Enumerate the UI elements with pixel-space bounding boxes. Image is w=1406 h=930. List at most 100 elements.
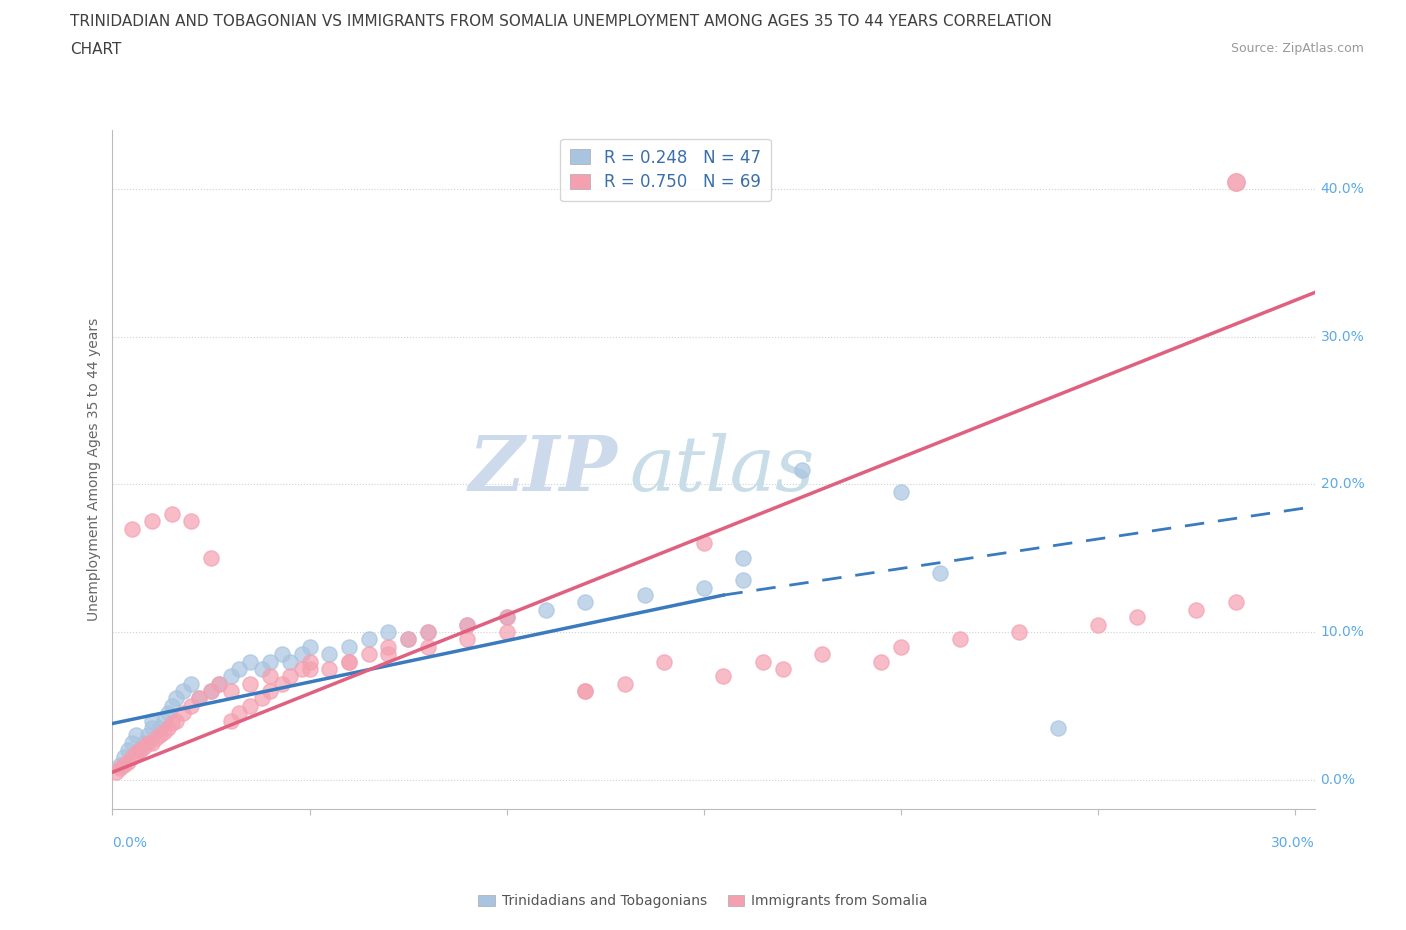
Text: Source: ZipAtlas.com: Source: ZipAtlas.com (1230, 42, 1364, 55)
Point (110, 761, 132, 776)
Point (149, 721, 172, 736)
Point (291, 646, 314, 661)
Point (160, 716, 183, 731)
Point (152, 724, 174, 739)
Point (495, 610, 517, 625)
Point (200, 551, 222, 565)
Point (172, 684, 194, 698)
Point (1047, 721, 1070, 736)
Text: 30.0%: 30.0% (1320, 330, 1364, 344)
Point (129, 743, 152, 758)
Point (160, 507, 183, 522)
Text: 30.0%: 30.0% (1271, 836, 1315, 850)
Point (259, 684, 281, 698)
Point (337, 654, 360, 669)
Point (713, 669, 735, 684)
Point (112, 750, 135, 764)
Point (278, 669, 301, 684)
Point (271, 676, 294, 691)
Point (416, 625, 439, 640)
Point (929, 565, 952, 580)
Point (733, 551, 755, 565)
Point (188, 691, 211, 706)
Point (132, 736, 155, 751)
Point (357, 646, 380, 661)
Point (239, 698, 262, 713)
Point (208, 676, 231, 691)
Point (172, 706, 194, 721)
Point (396, 632, 419, 647)
Point (125, 746, 148, 761)
Point (949, 632, 972, 647)
Y-axis label: Unemployment Among Ages 35 to 44 years: Unemployment Among Ages 35 to 44 years (87, 318, 101, 621)
Point (156, 706, 179, 721)
Point (318, 661, 340, 676)
Point (117, 754, 139, 769)
Point (252, 691, 274, 706)
Point (534, 603, 557, 618)
Point (811, 646, 834, 661)
Text: ZIP: ZIP (468, 432, 617, 507)
Point (110, 757, 132, 772)
Point (129, 743, 152, 758)
Point (180, 514, 202, 529)
Point (733, 573, 755, 588)
Point (337, 654, 360, 669)
Point (1225, 595, 1247, 610)
Text: 40.0%: 40.0% (1320, 182, 1364, 196)
Text: 20.0%: 20.0% (1320, 477, 1364, 491)
Point (141, 721, 163, 736)
Point (200, 684, 222, 698)
Point (692, 580, 714, 595)
Point (112, 757, 135, 772)
Point (337, 639, 360, 654)
Point (271, 646, 294, 661)
Point (377, 646, 399, 661)
Point (180, 698, 202, 713)
Point (149, 728, 172, 743)
Point (574, 684, 596, 698)
Point (456, 618, 478, 632)
Point (416, 639, 439, 654)
Point (200, 684, 222, 698)
Point (1008, 625, 1031, 640)
Point (495, 610, 517, 625)
Point (228, 706, 250, 721)
Point (160, 698, 183, 713)
Point (121, 736, 143, 751)
Point (772, 661, 794, 676)
Point (377, 639, 399, 654)
Point (890, 639, 912, 654)
Point (1185, 603, 1208, 618)
Point (132, 739, 155, 754)
Point (208, 676, 231, 691)
Point (219, 713, 242, 728)
Point (298, 639, 321, 654)
Point (652, 654, 675, 669)
Point (416, 625, 439, 640)
Point (165, 691, 187, 706)
Point (141, 713, 163, 728)
Point (291, 661, 314, 676)
Point (121, 750, 143, 764)
Point (752, 654, 775, 669)
Point (152, 713, 174, 728)
Point (456, 618, 478, 632)
Point (495, 625, 517, 640)
Point (792, 462, 814, 477)
Point (219, 669, 242, 684)
Point (890, 485, 912, 499)
Point (456, 632, 478, 647)
Point (692, 536, 714, 551)
Point (228, 661, 250, 676)
Point (613, 676, 636, 691)
Point (1087, 618, 1109, 632)
Point (188, 691, 211, 706)
Point (357, 632, 380, 647)
Point (239, 676, 262, 691)
Point (318, 646, 340, 661)
Point (165, 713, 187, 728)
Point (633, 588, 655, 603)
Point (259, 669, 281, 684)
Point (219, 684, 242, 698)
